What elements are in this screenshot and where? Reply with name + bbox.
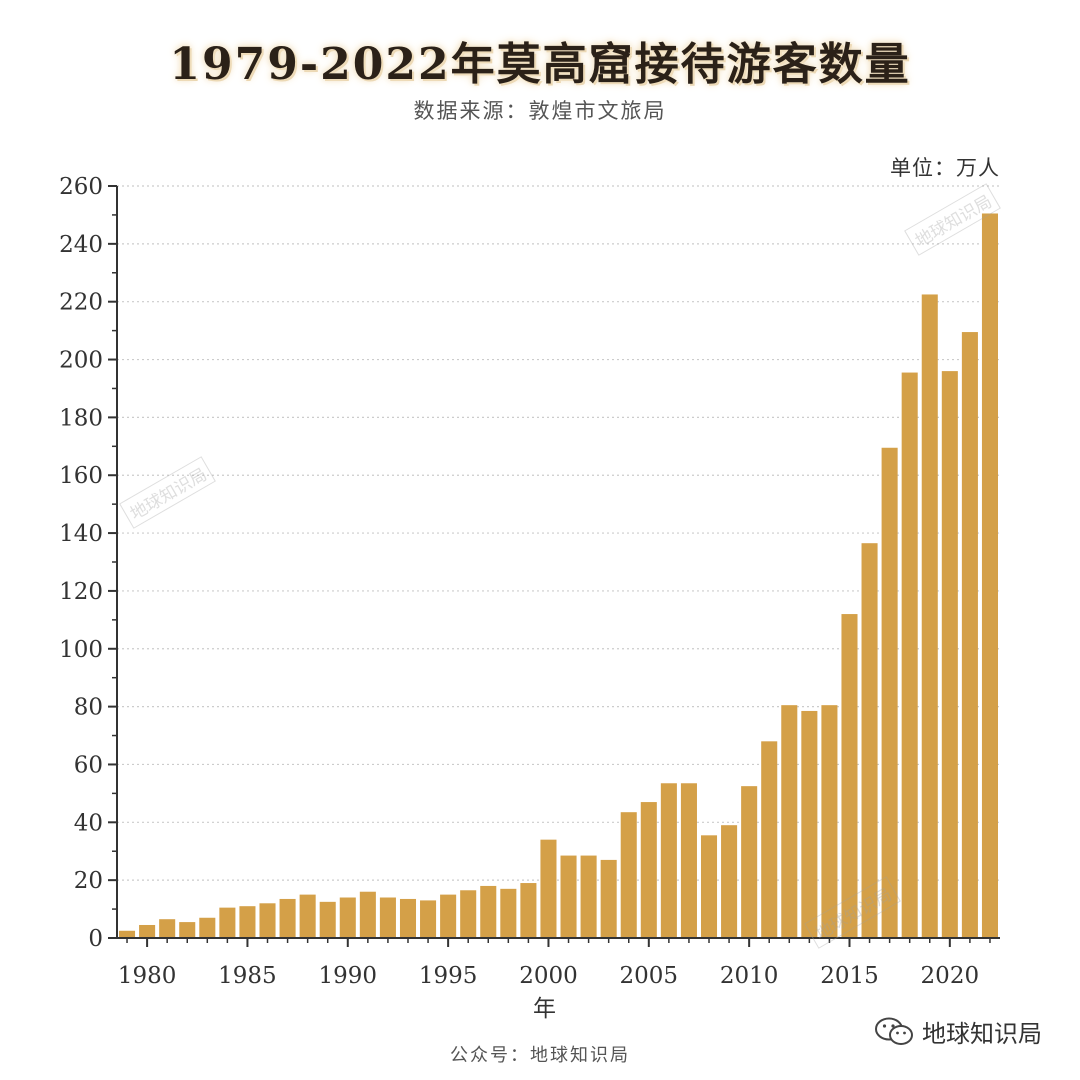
bar (921, 294, 938, 938)
y-tick-label: 80 (74, 695, 103, 721)
x-tick-label: 2005 (620, 963, 679, 989)
bar (680, 783, 697, 938)
chart-title: 1979-2022年莫高窟接待游客数量 (169, 39, 911, 90)
wechat-icon (875, 1017, 913, 1045)
footer-account: 公众号：地球知识局 (450, 1045, 630, 1066)
y-tick-label: 220 (59, 290, 103, 316)
y-tick-label: 260 (59, 174, 103, 200)
brand-name: 地球知识局 (922, 1020, 1042, 1048)
x-axis-label: 年 (533, 996, 556, 1022)
bar (319, 901, 336, 938)
bar (480, 885, 497, 938)
y-tick-label: 100 (59, 637, 103, 663)
bar (821, 705, 838, 938)
chart-subtitle: 数据来源：敦煌市文旅局 (413, 99, 667, 123)
x-tick-label: 1980 (118, 963, 177, 989)
bar (440, 894, 457, 938)
bar (580, 855, 597, 938)
bar (299, 894, 316, 938)
bar (781, 705, 798, 938)
bar (259, 903, 276, 938)
x-tick-label: 2010 (720, 963, 779, 989)
bar (520, 883, 537, 938)
bar (159, 919, 176, 938)
bar (379, 897, 396, 938)
bar (861, 543, 878, 938)
y-tick-label: 0 (88, 926, 103, 952)
y-tick-label: 160 (59, 463, 103, 489)
y-tick-label: 240 (59, 232, 103, 258)
y-tick-label: 140 (59, 521, 103, 547)
bar (359, 891, 376, 938)
x-tick-label: 1985 (218, 963, 277, 989)
bar (540, 839, 557, 938)
x-tick-label: 2020 (921, 963, 980, 989)
bar (179, 922, 196, 938)
y-tick-label: 180 (59, 405, 103, 431)
bar (339, 897, 356, 938)
unit-label: 单位：万人 (890, 156, 1000, 180)
bar (199, 917, 216, 938)
bar (119, 930, 136, 938)
bar (841, 614, 858, 938)
bar (279, 898, 296, 938)
bar (660, 783, 677, 938)
bar (399, 898, 417, 938)
x-tick-label: 1995 (419, 963, 478, 989)
bar (560, 855, 577, 938)
y-tick-label: 200 (59, 348, 103, 374)
x-tick-label: 1990 (319, 963, 378, 989)
bar (620, 812, 637, 938)
bar (139, 924, 156, 938)
bar (721, 825, 738, 938)
bar (500, 888, 517, 938)
bar (741, 786, 758, 938)
y-tick-label: 40 (74, 810, 103, 836)
bar (239, 906, 256, 938)
bar (460, 890, 477, 938)
bar (420, 900, 437, 938)
bar (901, 372, 918, 938)
bar (600, 859, 617, 938)
y-tick-label: 120 (59, 579, 103, 605)
bar (801, 710, 818, 938)
bar (941, 371, 958, 939)
bar (961, 332, 978, 938)
bar (881, 447, 898, 938)
x-tick-label: 2015 (820, 963, 879, 989)
bar (640, 802, 657, 938)
bar (981, 213, 998, 938)
brand-logo: 地球知识局 (874, 1014, 1042, 1049)
y-tick-label: 60 (74, 752, 103, 778)
bar (219, 907, 236, 938)
x-tick-label: 2000 (519, 963, 578, 989)
bar (700, 835, 718, 938)
bar (761, 741, 778, 938)
y-tick-label: 20 (74, 868, 103, 894)
